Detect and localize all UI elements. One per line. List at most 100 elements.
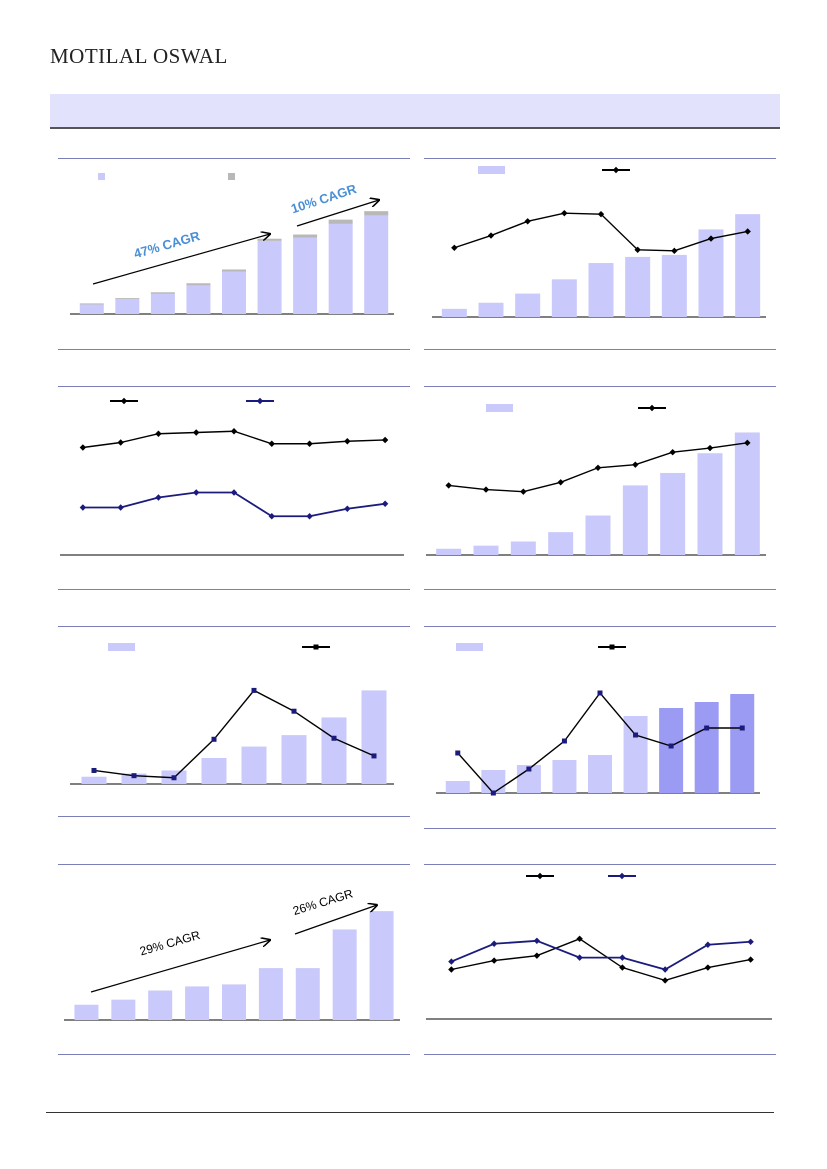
c1-bar-0: [79, 304, 104, 314]
c8-point-0-6: [704, 964, 712, 971]
panel-7-bottom-rule: [58, 1054, 410, 1055]
c3-point-0-0: [79, 444, 87, 451]
c7-cagr-arrow-short: [294, 905, 377, 935]
c5-point-1-7: [371, 753, 377, 759]
c4-point-1-0: [445, 482, 452, 489]
c5-bar-7: [361, 690, 387, 784]
c4-point-1-1: [482, 486, 490, 493]
c7-cagr-arrow-long: [90, 940, 270, 993]
c1-bar-6: [293, 237, 318, 314]
c4-bar-1: [473, 545, 499, 555]
c4-bar-3: [548, 532, 574, 555]
c3-point-1-2: [155, 494, 162, 501]
c3-point-1-0: [79, 504, 87, 511]
c7-bar-5: [258, 968, 283, 1020]
c4-point-1-8: [744, 439, 751, 447]
c4-legend-marker-1: [648, 404, 656, 412]
c5-bar-3: [201, 758, 227, 784]
c5-line-1: [93, 689, 375, 779]
c5-legend-swatch-0: [108, 643, 135, 651]
c8-point-1-4: [619, 954, 626, 961]
c2-bar-1: [478, 302, 504, 317]
c4-point-1-4: [594, 464, 602, 471]
c1-bar-3: [186, 285, 211, 314]
panel-2-bottom-rule: [424, 349, 776, 350]
panel-3-bottom-rule: [58, 589, 410, 590]
footer-rule: [46, 1112, 774, 1113]
c3-point-1-7: [344, 505, 351, 512]
c6-bar-5: [623, 716, 648, 793]
c6-point-1-0: [455, 750, 461, 756]
c8-point-0-0: [448, 966, 455, 973]
panel-3-top-rule: [58, 386, 410, 387]
c1-legend-swatch-1: [228, 173, 235, 180]
c3-point-1-4: [230, 489, 238, 496]
c7-bar-8: [369, 911, 394, 1020]
panel-4-bottom-rule: [424, 589, 776, 590]
c4-point-1-3: [557, 479, 564, 486]
c2-point-1-5: [634, 246, 641, 253]
c8-legend-marker-0: [536, 872, 544, 880]
panel-1-top-rule: [58, 158, 410, 159]
c6-bar-6: [659, 708, 684, 793]
c5-bar-1: [121, 773, 147, 784]
c6-point-1-1: [490, 790, 496, 796]
c7-bar-6: [295, 968, 320, 1020]
c8-line-0: [451, 938, 751, 982]
c1-bar-cap-5: [257, 238, 282, 241]
c2-bar-6: [661, 254, 687, 317]
c8-point-0-1: [490, 957, 498, 964]
c8-point-1-2: [533, 937, 541, 944]
c7-bar-7: [332, 929, 357, 1020]
c3-point-0-5: [268, 440, 275, 447]
c1-bar-cap-2: [150, 292, 175, 294]
c5-bar-4: [241, 746, 267, 784]
c8-point-1-0: [448, 958, 455, 965]
c6-point-1-8: [739, 725, 745, 731]
panel-4-top-rule: [424, 386, 776, 387]
c3-point-0-7: [344, 438, 351, 445]
c1-bar-cap-7: [328, 219, 353, 224]
c4-point-1-6: [669, 448, 676, 456]
c3-legend-marker-1: [256, 397, 264, 405]
c5-point-1-6: [331, 735, 337, 741]
c1-bar-1: [115, 299, 140, 314]
c4-point-1-5: [632, 461, 639, 468]
c2-point-1-7: [707, 235, 715, 242]
c6-point-1-7: [704, 725, 710, 731]
c1-bar-7: [328, 223, 353, 314]
c3-point-0-6: [306, 440, 313, 447]
panel-6-top-rule: [424, 626, 776, 627]
panel-6-mid-rule: [424, 828, 776, 829]
c3-point-0-4: [230, 428, 238, 435]
c7-bar-1: [111, 999, 136, 1020]
panel-1-bottom-rule: [58, 349, 410, 350]
c6-point-1-4: [597, 690, 603, 696]
c7-bar-0: [74, 1004, 99, 1020]
c3-point-1-6: [306, 513, 313, 520]
c4-bar-2: [510, 541, 536, 555]
c6-bar-1: [481, 770, 506, 793]
c3-point-0-3: [193, 429, 200, 436]
c5-point-1-0: [91, 767, 97, 773]
c2-bar-7: [698, 229, 724, 317]
c7-cagr-label-long: 29% CAGR: [138, 928, 202, 959]
c4-bar-7: [697, 453, 723, 555]
c6-bar-7: [694, 702, 719, 793]
c8-point-1-1: [490, 940, 498, 947]
panel-2-top-rule: [424, 158, 776, 159]
c1-bar-cap-4: [222, 269, 246, 272]
c1-bar-cap-1: [115, 298, 140, 300]
c2-legend-swatch-0: [478, 166, 505, 174]
c6-bar-4: [588, 755, 612, 793]
c3-legend-marker-0: [120, 397, 128, 405]
c6-bar-0: [445, 781, 470, 793]
c3-point-0-8: [381, 436, 389, 444]
c5-bar-6: [321, 717, 347, 784]
c2-point-1-1: [487, 232, 495, 239]
panel-6-bottom-rule: [424, 864, 776, 865]
c2-bar-5: [625, 256, 651, 317]
c3-line-1: [82, 491, 386, 518]
c2-bar-0: [441, 308, 467, 317]
c8-point-1-6: [704, 941, 712, 948]
